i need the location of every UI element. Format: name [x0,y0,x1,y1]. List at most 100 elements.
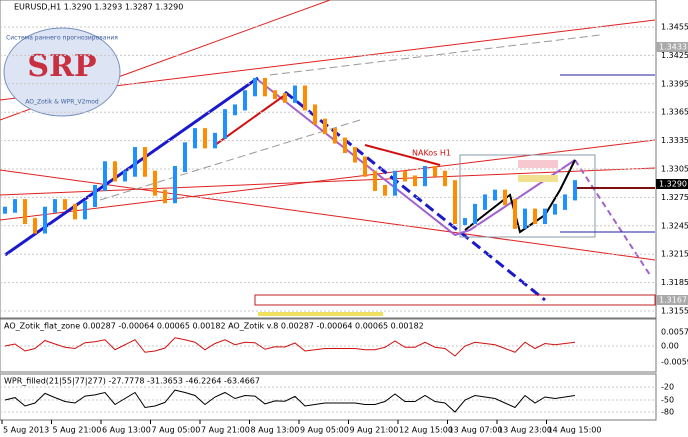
candle [63,199,67,210]
logo-title: SRP [27,49,96,84]
zone [518,175,558,182]
candle [533,208,537,225]
candle [153,170,157,196]
wpr-tick-label: -50 [661,396,674,405]
time-label: 13 Aug 07:00 [449,426,503,435]
candle [503,189,507,206]
wave-line [574,159,651,276]
candle [53,199,57,213]
time-label: 9 Aug 05:00 [300,426,349,435]
candle [223,109,227,139]
candle [413,175,417,187]
candle [333,128,337,144]
trend-line [269,34,601,76]
price-badge [656,295,688,305]
candle [453,180,457,225]
candle [243,90,247,111]
time-label: 12 Aug 15:00 [399,426,453,435]
candle [23,199,27,225]
candle [313,104,317,125]
wpr-tick-label: -20 [661,383,674,392]
candle [93,184,97,208]
ao-line [4,337,576,357]
annotation: NAKos H1 [412,149,451,158]
candle [233,104,237,116]
logo-subtitle: Система раннего прогнозирования [6,35,118,42]
candle [13,199,17,213]
candle [283,93,287,103]
time-label: 8 Aug 13:00 [251,426,300,435]
candle [173,166,177,204]
price-badge [656,42,688,52]
price-badge-label: 1.3167 [659,296,687,305]
candle [73,203,77,220]
time-label: 9 Aug 21:00 [350,426,399,435]
candle [563,194,567,210]
candle [403,170,407,182]
candle [103,161,107,191]
time-label: 7 Aug 21:00 [201,426,250,435]
candle [323,118,327,135]
candle [573,180,577,201]
time-label: 7 Aug 05:00 [152,426,201,435]
candle [83,201,87,220]
candle [383,184,387,196]
ao-tick-label: 0.0057 [661,328,688,337]
candle [273,90,277,100]
price-tick-label: 1.3305 [661,165,688,174]
candle [553,203,557,215]
candle [213,132,217,149]
candle [523,208,527,229]
candle [123,170,127,182]
candle [513,199,517,229]
trend-line [0,167,656,196]
logo-footer: AO_Zotik & WPR_V2mod [25,99,99,106]
time-label: 13 Aug 23:00 [498,426,552,435]
box [459,154,596,238]
price-tick-label: 1.3275 [661,193,688,202]
time-label: 6 Aug 13:00 [102,426,151,435]
zone [254,294,656,306]
logo-badge [3,27,121,117]
price-badge-label: 1.3290 [659,180,687,189]
price-tick-label: 1.3245 [661,221,688,230]
candle [253,77,257,97]
price-badge-label: 1.3433 [659,43,687,52]
price-tick-label: 1.3395 [661,79,688,88]
candle [133,147,137,177]
candle [443,170,447,187]
logo: SRP Система раннего прогнозирования AO_Z… [3,27,121,117]
ao-label: AO_Zotik_flat_zone 0.00287 -0.00064 0.00… [4,322,424,331]
wpr-label: WPR_filled(21|55|77|277) -27.7778 -31.36… [4,377,260,386]
price-tick-label: 1.3425 [661,51,688,60]
candle [43,206,47,234]
candle [33,218,37,234]
price-tick-label: 1.3335 [661,136,688,145]
time-label: 5 Aug 21:00 [53,426,102,435]
candle [193,128,197,149]
candle [263,77,267,97]
candle [343,137,347,154]
price-tick-label: 1.3455 [661,23,688,32]
zone [518,160,558,168]
candle [463,218,467,226]
trend-line [0,139,656,221]
candle [483,194,487,210]
candle [143,147,147,177]
candle [163,189,167,204]
candle [203,128,207,149]
trend-line [99,119,361,201]
wave-line [4,76,259,257]
trend-line [364,144,441,166]
wave-line [284,90,546,302]
zone [258,312,383,316]
wpr-tick-label: -80 [661,408,674,417]
wave-line [464,159,576,234]
candle [433,166,437,177]
candle [293,85,297,103]
candle [473,203,477,225]
candle [373,170,377,191]
price-tick-label: 1.3155 [661,307,688,316]
price-tick-label: 1.3185 [661,278,688,287]
ao-tick-label: -0.0059 [661,358,688,367]
